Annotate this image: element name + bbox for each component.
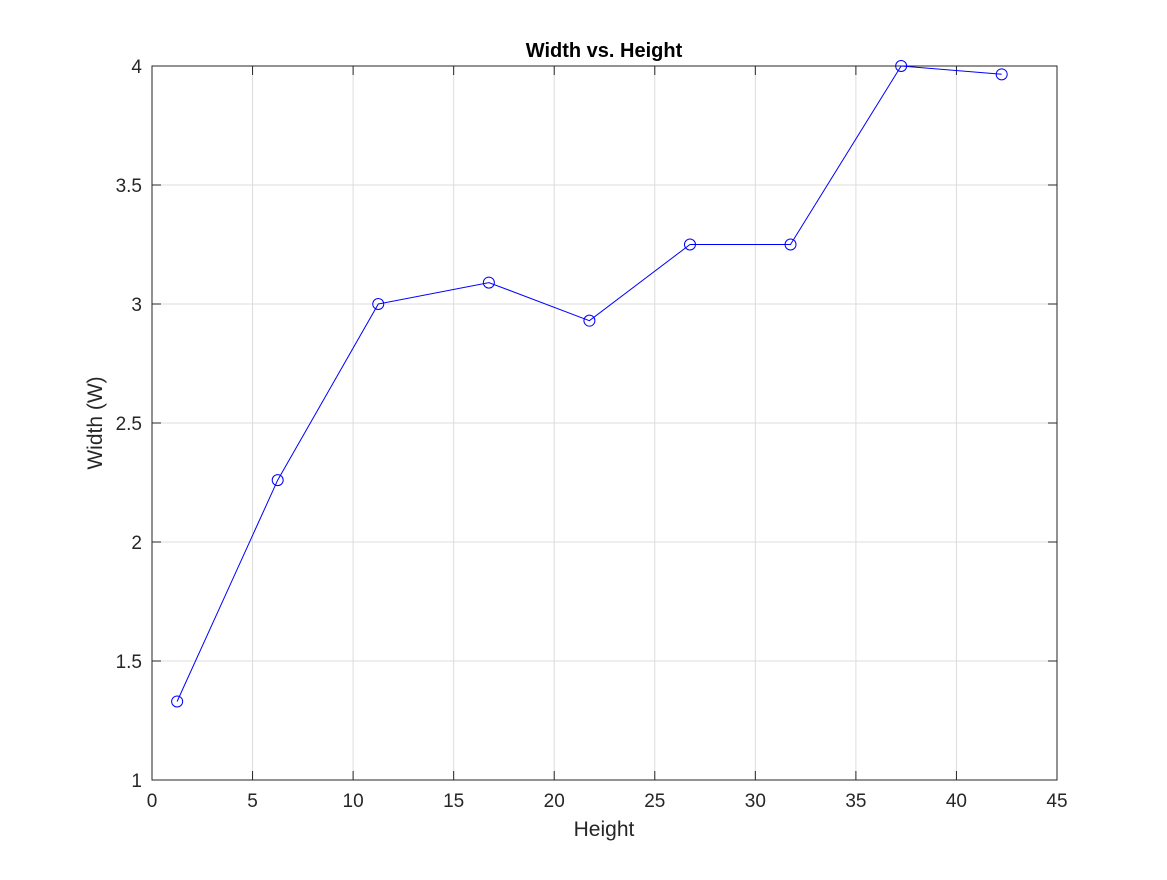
chart-title: Width vs. Height <box>526 40 683 62</box>
data-point-marker <box>583 314 596 327</box>
y-tick-label: 2.5 <box>116 414 142 435</box>
y-tick-label: 1 <box>131 771 142 792</box>
data-point-marker <box>995 68 1008 81</box>
data-point-marker <box>683 238 696 251</box>
y-axis-label: Width (W) <box>84 376 107 469</box>
x-tick-labels: 0 5 10 15 20 25 30 35 40 45 <box>147 791 1068 812</box>
y-tick-label: 3.5 <box>116 176 142 197</box>
x-tick-label: 35 <box>845 791 866 812</box>
data-point-marker <box>895 60 908 72</box>
series-group <box>171 60 1008 708</box>
x-tick-label: 25 <box>644 791 665 812</box>
y-tick-label: 3 <box>131 295 142 316</box>
x-tick-label: 40 <box>946 791 967 812</box>
y-tick-label: 1.5 <box>116 652 142 673</box>
x-tick-label: 5 <box>247 791 258 812</box>
y-tick-label: 2 <box>131 533 142 554</box>
data-point-marker <box>372 298 385 310</box>
data-point-marker <box>271 474 284 487</box>
series-line <box>176 65 1002 702</box>
data-point-marker <box>784 238 797 251</box>
x-tick-label: 15 <box>443 791 464 812</box>
data-point-marker <box>171 695 184 708</box>
x-tick-label: 10 <box>343 791 364 812</box>
x-tick-label: 30 <box>745 791 766 812</box>
y-tick-labels: 1 1.5 2 2.5 3 3.5 4 <box>116 57 143 792</box>
tick-marks <box>151 65 1058 781</box>
x-tick-label: 0 <box>147 791 158 812</box>
x-tick-label: 45 <box>1046 791 1067 812</box>
x-axis-label: Height <box>574 818 635 841</box>
x-tick-label: 20 <box>544 791 565 812</box>
data-point-marker <box>482 276 495 289</box>
y-tick-label: 4 <box>131 57 142 78</box>
